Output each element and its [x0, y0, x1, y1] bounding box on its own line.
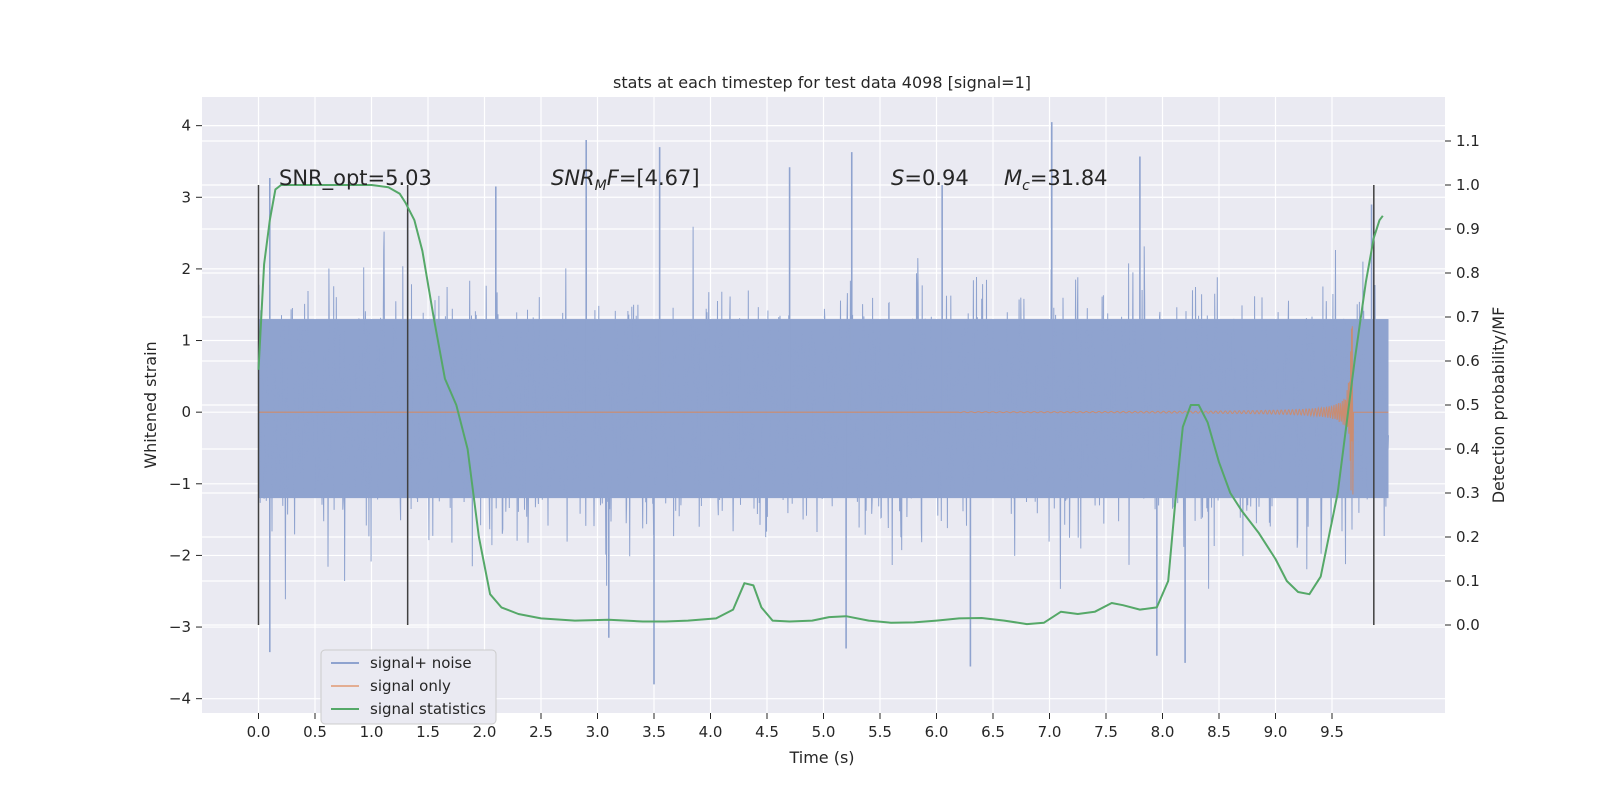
y2-tick-label-6: 0.5	[1456, 396, 1480, 414]
x-ticks: 0.0 0.5 1.0 1.5 2.0 2.5 3.0 3.5 4.0 4.5 5.0 5.5 6.0 6…	[247, 713, 1344, 741]
y-tick-label-4: 0	[181, 403, 191, 421]
y2-tick-label-3: 0.8	[1456, 264, 1480, 282]
x-tick-label-19: 9.5	[1320, 723, 1344, 741]
noise-trace	[258, 226, 1389, 600]
y-tick-label-7: −3	[169, 618, 191, 636]
x-tick-label-17: 8.5	[1207, 723, 1231, 741]
y-tick-label-0: 4	[181, 117, 191, 135]
y-tick-label-2: 2	[181, 260, 191, 278]
x-tick-label-18: 9.0	[1264, 723, 1288, 741]
legend-label-stats: signal statistics	[370, 700, 486, 718]
x-tick-label-9: 4.5	[755, 723, 779, 741]
y2-tick-label-2: 0.9	[1456, 220, 1480, 238]
x-axis-label: Time (s)	[788, 748, 854, 767]
annotation-snr-opt: SNR_opt=5.03	[279, 166, 432, 191]
x-tick-label-5: 2.5	[529, 723, 553, 741]
y-tick-label-3: 1	[181, 332, 191, 350]
x-tick-label-6: 3.0	[586, 723, 610, 741]
x-tick-label-4: 2.0	[473, 723, 497, 741]
x-tick-label-7: 3.5	[642, 723, 666, 741]
legend-label-noise: signal+ noise	[370, 654, 472, 672]
vertical-lines	[257, 185, 1375, 625]
signal-chirp	[958, 326, 1389, 495]
y-ticks: 4 3 2 1 0 −1 −2 −3 −4	[169, 117, 202, 708]
x-tick-label-3: 1.5	[416, 723, 440, 741]
snr-mf-symbol: SNR	[551, 166, 595, 190]
y-tick-label-8: −4	[169, 690, 191, 708]
x-tick-label-12: 6.0	[925, 723, 949, 741]
y-axis-label: Whitened strain	[141, 341, 160, 468]
stats-series	[257, 184, 1384, 626]
s-symbol: S	[891, 166, 904, 190]
y2-tick-label-8: 0.3	[1456, 484, 1480, 502]
x-tick-label-10: 5.0	[812, 723, 836, 741]
annotation-snr-mf: SNRMF=[4.67]	[551, 166, 700, 194]
chart-title: stats at each timestep for test data 409…	[613, 73, 1031, 92]
legend-box	[320, 649, 497, 725]
x-tick-label-0: 0.0	[247, 723, 271, 741]
y2-tick-label-5: 0.6	[1456, 352, 1480, 370]
y2-tick-label-4: 0.7	[1456, 308, 1480, 326]
legend: signal+ noise signal only signal statist…	[320, 649, 497, 725]
annotation-s: S=0.94	[891, 166, 969, 190]
y2-tick-label-9: 0.2	[1456, 528, 1480, 546]
x-tick-label-1: 0.5	[303, 723, 327, 741]
mc-value: =31.84	[1030, 166, 1108, 190]
signal-series	[258, 326, 1389, 495]
y2-tick-label-7: 0.4	[1456, 440, 1480, 458]
y2-axis-label: Detection probability/MF	[1489, 307, 1508, 504]
x-tick-label-2: 1.0	[360, 723, 384, 741]
annotation-mc: Mc=31.84	[1004, 166, 1108, 194]
x-tick-label-16: 8.0	[1151, 723, 1175, 741]
s-value: =0.94	[904, 166, 968, 190]
y2-tick-label-0: 1.1	[1456, 132, 1480, 150]
snr-mf-f: F	[607, 166, 620, 190]
y2-ticks: 1.1 1.0 0.9 0.8 0.7 0.6 0.5 0.4 0.3 0.2 0.1 0.0	[1445, 132, 1480, 634]
y2-tick-label-11: 0.0	[1456, 616, 1480, 634]
y-tick-label-6: −2	[169, 546, 191, 564]
legend-label-signal: signal only	[370, 677, 451, 695]
y-tick-label-1: 3	[181, 188, 191, 206]
x-tick-label-8: 4.0	[699, 723, 723, 741]
y2-tick-label-10: 0.1	[1456, 572, 1480, 590]
y2-tick-label-1: 1.0	[1456, 176, 1480, 194]
snr-mf-subscript: M	[595, 178, 607, 194]
y-tick-label-5: −1	[169, 475, 191, 493]
x-tick-label-13: 6.5	[981, 723, 1005, 741]
x-tick-label-14: 7.0	[1038, 723, 1062, 741]
stats-line	[257, 184, 1384, 626]
mc-symbol: M	[1004, 166, 1022, 190]
x-tick-label-11: 5.5	[868, 723, 892, 741]
snr-mf-value: =[4.67]	[619, 166, 700, 190]
x-tick-label-15: 7.5	[1094, 723, 1118, 741]
mc-subscript: c	[1022, 178, 1030, 194]
